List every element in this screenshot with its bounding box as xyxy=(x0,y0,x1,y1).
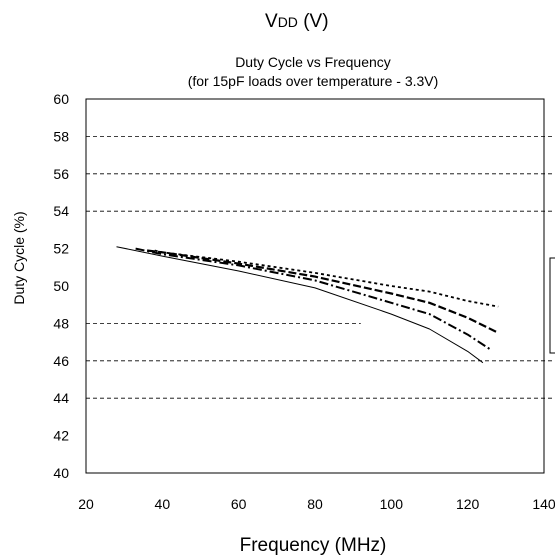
series-group xyxy=(116,246,499,364)
series-line-long-dash xyxy=(146,249,499,334)
y-tick-label: 46 xyxy=(53,353,69,369)
y-tick-labels: 40 42 44 46 48 50 52 54 56 58 60 xyxy=(53,91,69,481)
series-line-short-dash xyxy=(154,249,499,308)
x-tick-label: 100 xyxy=(380,496,404,512)
grid-lines xyxy=(86,135,554,399)
legend-box-edge xyxy=(549,257,555,354)
y-tick-label: 40 xyxy=(53,465,69,481)
vdd-heading: VDD (V) xyxy=(265,11,329,32)
x-axis-label: Frequency (MHz) xyxy=(240,535,387,556)
y-tick-label: 60 xyxy=(53,91,69,107)
series-line-dash-dot xyxy=(135,247,492,351)
x-tick-label: 40 xyxy=(155,496,171,512)
y-tick-label: 58 xyxy=(53,128,69,144)
plot-frame xyxy=(85,98,545,474)
x-tick-label: 120 xyxy=(456,496,480,512)
x-tick-labels: 20 40 60 80 100 120 140 xyxy=(78,496,555,512)
y-tick-label: 44 xyxy=(53,390,69,406)
x-tick-label: 20 xyxy=(78,496,94,512)
chart-subtitle: (for 15pF loads over temperature - 3.3V) xyxy=(188,73,439,89)
y-tick-label: 42 xyxy=(53,428,69,444)
chart-title: Duty Cycle vs Frequency xyxy=(235,54,391,70)
y-tick-label: 56 xyxy=(53,166,69,182)
y-axis-label: Duty Cycle (%) xyxy=(11,211,27,304)
y-tick-label: 54 xyxy=(53,203,69,219)
x-tick-label: 60 xyxy=(231,496,247,512)
y-tick-label: 48 xyxy=(53,315,69,331)
series-line-solid xyxy=(116,246,484,364)
y-tick-label: 50 xyxy=(53,278,69,294)
y-tick-label: 52 xyxy=(53,241,69,257)
x-tick-label: 140 xyxy=(532,496,555,512)
x-tick-label: 80 xyxy=(307,496,323,512)
